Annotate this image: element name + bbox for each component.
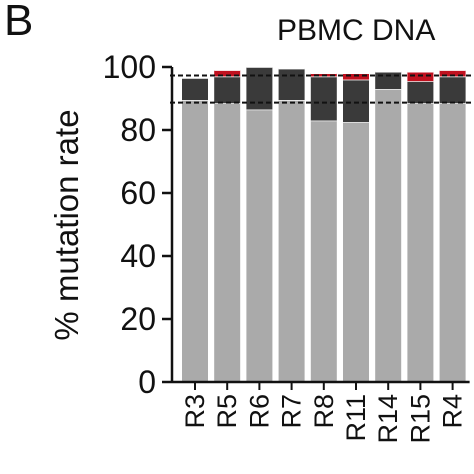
bar-segment-R6-s0	[246, 109, 273, 383]
bar-segment-R7-s0	[278, 100, 305, 382]
bar-segment-R15-s0	[407, 103, 434, 382]
x-tick-label-R15: R15	[405, 394, 435, 444]
bar-segment-R5-s0	[214, 103, 241, 382]
x-tick-label-R4: R4	[438, 394, 468, 429]
bar-segment-R11-s0	[343, 122, 369, 382]
bar-segment-R5-s1	[214, 76, 241, 104]
y-axis-title: % mutation rate	[48, 109, 85, 340]
y-tick-label-40: 40	[120, 238, 156, 274]
panel-letter: B	[4, 0, 34, 45]
y-tick-label-20: 20	[120, 301, 156, 337]
bar-segment-R5-s2	[214, 70, 241, 77]
bar-segment-R15-s1	[407, 81, 434, 104]
bar-segment-R4-s1	[439, 76, 466, 104]
bar-segment-R14-s0	[375, 89, 402, 383]
y-tick-label-100: 100	[103, 49, 156, 85]
bar-segment-R4-s2	[439, 70, 466, 77]
x-tick-label-R3: R3	[180, 394, 210, 429]
bar-segment-R8-s0	[310, 120, 337, 383]
y-tick-label-60: 60	[120, 175, 156, 211]
x-tick-label-R14: R14	[373, 394, 403, 444]
x-tick-label-R7: R7	[277, 394, 307, 429]
bar-segment-R7-s1	[278, 68, 305, 101]
x-tick-label-R8: R8	[309, 394, 339, 429]
chart-title: PBMC DNA	[277, 14, 436, 47]
bar-segment-R8-s1	[310, 76, 337, 121]
bar-segment-R11-s1	[343, 79, 369, 123]
y-tick-label-80: 80	[120, 112, 156, 148]
y-tick-label-0: 0	[138, 364, 156, 400]
x-tick-label-R11: R11	[341, 394, 371, 442]
bar-segment-R4-s0	[439, 103, 466, 382]
bar-segment-R3-s0	[182, 100, 208, 382]
x-tick-label-R5: R5	[212, 394, 242, 429]
x-tick-label-R6: R6	[244, 394, 274, 429]
bar-segment-R14-s1	[375, 71, 402, 90]
bar-segment-R3-s1	[182, 78, 208, 101]
